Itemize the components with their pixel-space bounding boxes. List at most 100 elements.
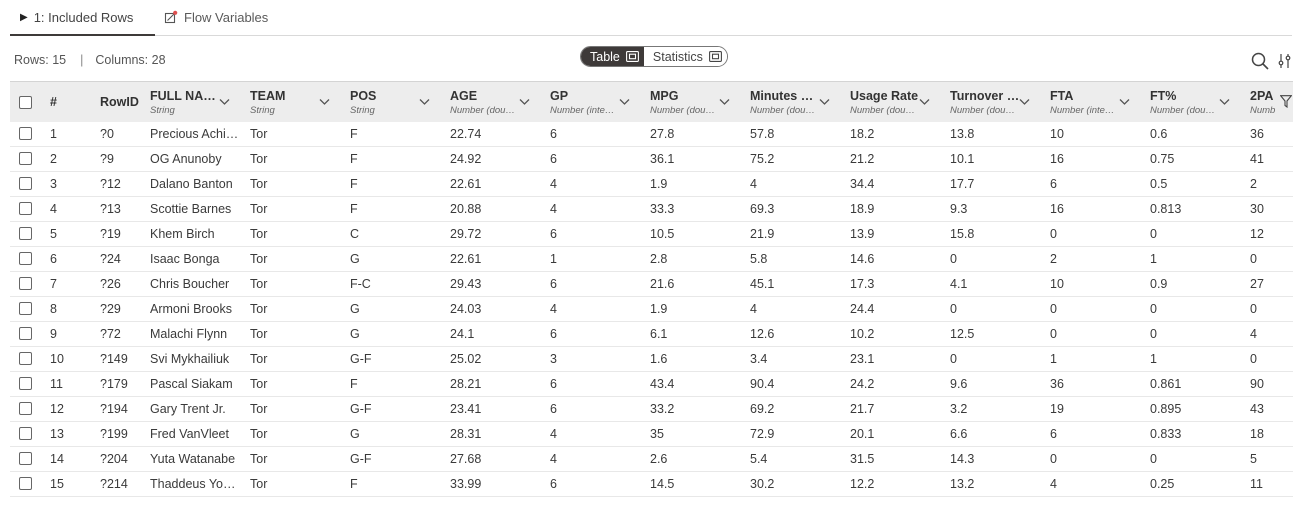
cell-full-name: Malachi Flynn [150,327,228,341]
table-row[interactable]: 10 ?149 Svi Mykhailiuk Tor G-F 25.02 3 1.6 3.4 23… [10,347,1293,372]
row-checkbox[interactable] [19,277,32,290]
column-header-full-name[interactable]: FULL NA… String [150,89,216,116]
row-checkbox[interactable] [19,177,32,190]
row-checkbox[interactable] [19,302,32,315]
row-checkbox[interactable] [19,352,32,365]
select-all-checkbox[interactable] [19,96,32,109]
table-row[interactable]: 5 ?19 Khem Birch Tor C 29.72 6 10.5 21.9 13.9 15.8… [10,222,1293,247]
tab-included-rows[interactable]: ▶ 1: Included Rows [9,8,156,36]
table-row[interactable]: 2 ?9 OG Anunoby Tor F 24.92 6 36.1 75.2 21.2 10.1 1… [10,147,1293,172]
table-row[interactable]: 8 ?29 Armoni Brooks Tor G 24.03 4 1.9 4 24.4 0 0 0 0 [10,297,1293,322]
filter-icon[interactable] [1280,95,1292,108]
chevron-down-icon[interactable] [1019,96,1030,107]
table-row[interactable]: 13 ?199 Fred VanVleet Tor G 28.31 4 35 72.9 20.1 6… [10,422,1293,447]
table-row[interactable]: 6 ?24 Isaac Bonga Tor G 22.61 1 2.8 5.8 14.6 0 2 1 0 [10,247,1293,272]
chevron-down-icon[interactable] [219,96,230,107]
cell-minutes: 12.6 [750,327,775,341]
cell-usage-rate: 10.2 [850,327,875,341]
column-header-usage-rate[interactable]: Usage Rate Number (dou… [850,89,918,116]
column-header-mpg[interactable]: MPG Number (dou… [650,89,715,116]
column-header-label: Usage Rate [850,89,919,103]
chevron-down-icon[interactable] [819,96,830,107]
row-checkbox[interactable] [19,452,32,465]
cell-row-id: ?149 [100,352,128,366]
row-checkbox[interactable] [19,227,32,240]
table-row[interactable]: 9 ?72 Malachi Flynn Tor G 24.1 6 6.1 12.6 10.2 12.… [10,322,1293,347]
chevron-down-icon[interactable] [519,96,530,107]
column-header-ft-pct[interactable]: FT% Number (dou… [1150,89,1215,116]
cell-fta: 10 [1050,277,1064,291]
chevron-down-icon[interactable] [619,96,630,107]
cell-usage-rate: 34.4 [850,177,875,191]
chevron-down-icon[interactable] [419,96,430,107]
chevron-down-icon[interactable] [319,96,330,107]
cell-fta: 16 [1050,152,1064,166]
row-checkbox[interactable] [19,127,32,140]
cell-gp: 6 [550,227,557,241]
row-checkbox[interactable] [19,327,32,340]
column-header-turnover[interactable]: Turnover … Number (dou… [950,89,1019,116]
cell-team: Tor [250,302,268,316]
cell-2pa: 2 [1250,177,1257,191]
table-row[interactable]: 12 ?194 Gary Trent Jr. Tor G-F 23.41 6 33.2 69.2… [10,397,1293,422]
row-checkbox[interactable] [19,152,32,165]
column-type-label: String [150,105,175,116]
cell-gp: 4 [550,302,557,316]
table-row[interactable]: 7 ?26 Chris Boucher Tor F-C 29.43 6 21.6 45.1 17.… [10,272,1293,297]
cell-2pa: 5 [1250,452,1257,466]
table-row[interactable]: 15 ?214 Thaddeus Yo… Tor F 33.99 6 14.5 30.2 12.2… [10,472,1293,497]
play-icon: ▶ [20,11,28,23]
cell-row-index: 5 [50,227,57,241]
column-settings-icon[interactable] [1278,51,1292,71]
column-header-team[interactable]: TEAM String [250,89,285,116]
chevron-down-icon[interactable] [919,96,930,107]
column-header-minutes[interactable]: Minutes … Number (dou… [750,89,815,116]
cell-age: 28.21 [450,377,482,391]
cell-row-index: 1 [50,127,57,141]
column-header-2pa[interactable]: 2PA Numb [1250,89,1275,116]
table-row[interactable]: 14 ?204 Yuta Watanabe Tor G-F 27.68 4 2.6 5.4 31.… [10,447,1293,472]
cell-gp: 4 [550,177,557,191]
search-icon[interactable] [1250,51,1270,71]
row-checkbox[interactable] [19,402,32,415]
cell-pos: F [350,177,358,191]
cell-row-index: 10 [50,352,64,366]
chevron-down-icon[interactable] [719,96,730,107]
table-row[interactable]: 4 ?13 Scottie Barnes Tor F 20.88 4 33.3 69.3 18.9… [10,197,1293,222]
cell-mpg: 1.6 [650,352,668,366]
table-row[interactable]: 1 ?0 Precious Achi… Tor F 22.74 6 27.8 57.8 18.2 1… [10,122,1293,147]
cell-mpg: 14.5 [650,477,675,491]
cell-mpg: 1.9 [650,302,668,316]
chevron-down-icon[interactable] [1219,96,1230,107]
table-view-label: Table [590,49,620,64]
cell-2pa: 36 [1250,127,1264,141]
tab-flow-variables[interactable]: Flow Variables [164,8,268,26]
table-row[interactable]: 11 ?179 Pascal Siakam Tor F 28.21 6 43.4 90.4 24.… [10,372,1293,397]
column-header-gp[interactable]: GP Number (inte… [550,89,614,116]
row-checkbox[interactable] [19,252,32,265]
table-row[interactable]: 3 ?12 Dalano Banton Tor F 22.61 4 1.9 4 34.4 17.7 6… [10,172,1293,197]
row-checkbox[interactable] [19,477,32,490]
cell-gp: 4 [550,427,557,441]
table-body: 1 ?0 Precious Achi… Tor F 22.74 6 27.8 57.8 18.2 1… [10,122,1293,497]
row-checkbox[interactable] [19,377,32,390]
column-header-pos[interactable]: POS String [350,89,376,116]
open-in-window-icon[interactable] [708,51,722,62]
table-view-button[interactable]: Table [581,47,644,66]
cell-2pa: 41 [1250,152,1264,166]
cell-minutes: 90.4 [750,377,775,391]
column-header-row-id[interactable]: RowID [100,95,139,109]
row-checkbox[interactable] [19,202,32,215]
column-header-fta[interactable]: FTA Number (inte… [1050,89,1114,116]
cell-2pa: 0 [1250,302,1257,316]
chevron-down-icon[interactable] [1119,96,1130,107]
column-header-label: RowID [100,95,139,109]
cell-usage-rate: 12.2 [850,477,875,491]
row-checkbox[interactable] [19,427,32,440]
open-in-window-icon[interactable] [625,51,639,62]
column-header-row-index[interactable]: # [50,95,57,109]
cell-age: 22.61 [450,177,482,191]
tab-included-rows-label: 1: Included Rows [33,9,134,25]
statistics-view-button[interactable]: Statistics [643,47,727,66]
column-header-age[interactable]: AGE Number (dou… [450,89,515,116]
